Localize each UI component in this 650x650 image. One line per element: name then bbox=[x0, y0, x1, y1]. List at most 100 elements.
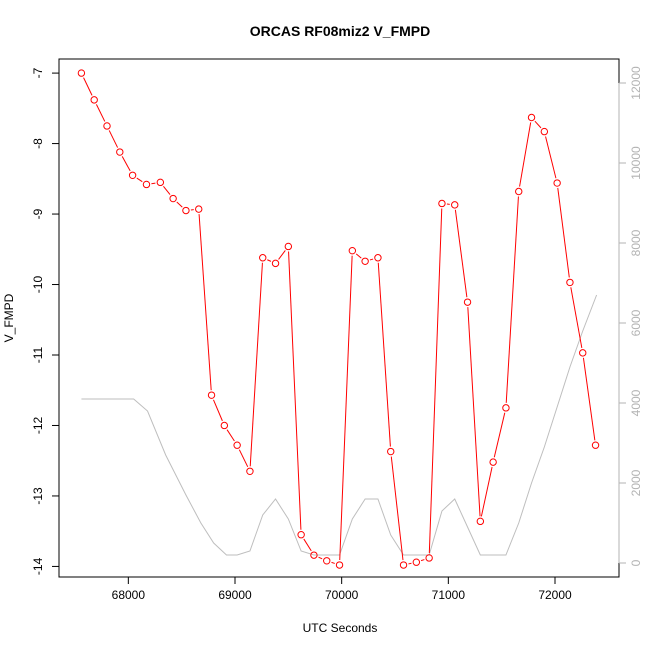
data-point bbox=[77, 69, 86, 77]
data-point bbox=[182, 206, 190, 215]
data-point bbox=[425, 554, 433, 562]
x-tick-label: 69000 bbox=[218, 588, 252, 602]
data-point bbox=[361, 257, 369, 265]
y2-tick-label: 8000 bbox=[629, 229, 643, 256]
series-line-segment bbox=[454, 209, 468, 298]
y-axis-label: V_FMPD bbox=[2, 293, 16, 342]
series-line-segment bbox=[408, 562, 412, 565]
y-tick-label: -8 bbox=[31, 138, 45, 149]
series-line-segment bbox=[249, 262, 263, 467]
series-line-segment bbox=[318, 556, 323, 560]
x-tick-label: 71000 bbox=[432, 588, 466, 602]
series-line-segment bbox=[480, 466, 493, 517]
series-line-segment bbox=[267, 259, 272, 262]
series-line-segment bbox=[151, 182, 156, 185]
data-point bbox=[271, 259, 280, 268]
data-point bbox=[335, 561, 344, 569]
series-line-segment bbox=[534, 120, 542, 129]
data-point bbox=[103, 122, 111, 130]
series-line-segment bbox=[582, 357, 596, 441]
data-point bbox=[128, 171, 137, 179]
y2-tick-label: 2000 bbox=[629, 469, 643, 496]
y2-tick-label: 12000 bbox=[629, 66, 643, 100]
data-point bbox=[284, 242, 293, 251]
data-point bbox=[310, 551, 318, 559]
series-line-segment bbox=[303, 538, 312, 552]
y2-tick-label: 10000 bbox=[629, 146, 643, 180]
data-point bbox=[399, 561, 408, 569]
series-line-segment bbox=[505, 196, 519, 403]
series-line-segment bbox=[557, 187, 570, 278]
data-point bbox=[323, 557, 331, 565]
series-line-segment bbox=[339, 255, 353, 561]
data-point bbox=[374, 254, 382, 262]
data-point bbox=[579, 349, 587, 357]
series-line-segment bbox=[108, 130, 119, 148]
series-line-segment bbox=[519, 122, 532, 187]
y2-tick-label: 6000 bbox=[629, 309, 643, 336]
y-tick-label: -10 bbox=[31, 276, 45, 294]
data-point bbox=[540, 127, 549, 136]
series-line-segment bbox=[121, 156, 131, 172]
x-axis-label: UTC Seconds bbox=[303, 621, 378, 635]
data-point bbox=[259, 254, 267, 262]
y-tick-label: -9 bbox=[31, 208, 45, 219]
y-tick-label: -12 bbox=[31, 416, 45, 434]
y-tick-label: -13 bbox=[31, 487, 45, 505]
data-point bbox=[451, 201, 459, 209]
data-point bbox=[438, 199, 446, 208]
series-line-segment bbox=[83, 77, 93, 96]
data-point bbox=[297, 531, 305, 539]
series-line-segment bbox=[163, 185, 171, 195]
data-point bbox=[463, 298, 472, 306]
data-point bbox=[553, 179, 561, 187]
data-point bbox=[169, 194, 177, 203]
chart-title: ORCAS RF08miz2 V_FMPD bbox=[250, 23, 430, 39]
data-point bbox=[412, 558, 421, 566]
series-line-segment bbox=[570, 287, 583, 349]
y2-tick-label: 4000 bbox=[629, 389, 643, 416]
data-point bbox=[348, 246, 357, 255]
y2-axis: 0 2000 4000 6000 8000 10000 12000 bbox=[618, 66, 643, 566]
series-line-segment bbox=[355, 253, 362, 259]
data-point bbox=[591, 441, 600, 449]
data-point bbox=[502, 404, 510, 412]
data-point bbox=[90, 96, 98, 104]
data-point bbox=[116, 148, 124, 156]
series-line-right bbox=[81, 294, 598, 556]
y-axis: -14 -13 -12 -11 -10 -9 -8 -7 bbox=[31, 67, 60, 575]
series-line-segment bbox=[288, 251, 302, 530]
series-line-segment bbox=[428, 208, 443, 553]
data-point bbox=[476, 517, 485, 526]
data-point bbox=[207, 391, 216, 399]
y-tick-label: -14 bbox=[31, 557, 45, 575]
series-line-segment bbox=[95, 104, 106, 122]
data-point bbox=[156, 178, 165, 187]
series-line-segment bbox=[369, 258, 374, 261]
series-line-segment bbox=[390, 456, 404, 561]
series-line-segment bbox=[136, 177, 143, 183]
series-line-segment bbox=[493, 412, 506, 458]
series-line-segment bbox=[377, 262, 391, 447]
x-tick-label: 70000 bbox=[325, 588, 359, 602]
data-point bbox=[566, 278, 574, 287]
x-axis: 68000 69000 70000 71000 72000 bbox=[112, 576, 572, 602]
y-tick-label: -11 bbox=[31, 346, 45, 363]
y2-tick-label: 0 bbox=[629, 559, 643, 566]
series-line-segment bbox=[176, 201, 183, 208]
series-line-segment bbox=[213, 399, 223, 422]
series-line-segment bbox=[278, 250, 286, 260]
series-line-segment bbox=[226, 429, 235, 442]
data-point bbox=[489, 458, 497, 466]
x-tick-label: 72000 bbox=[538, 588, 572, 602]
series-layer bbox=[77, 69, 600, 569]
series-line-segment bbox=[420, 559, 425, 562]
series-line-segment bbox=[198, 214, 212, 391]
data-point bbox=[246, 467, 254, 475]
y-tick-label: -7 bbox=[31, 67, 45, 78]
x-tick-label: 68000 bbox=[112, 588, 146, 602]
data-point bbox=[195, 205, 203, 213]
series-line-segment bbox=[331, 561, 335, 564]
data-point bbox=[220, 421, 229, 430]
plot-frame bbox=[58, 58, 620, 578]
